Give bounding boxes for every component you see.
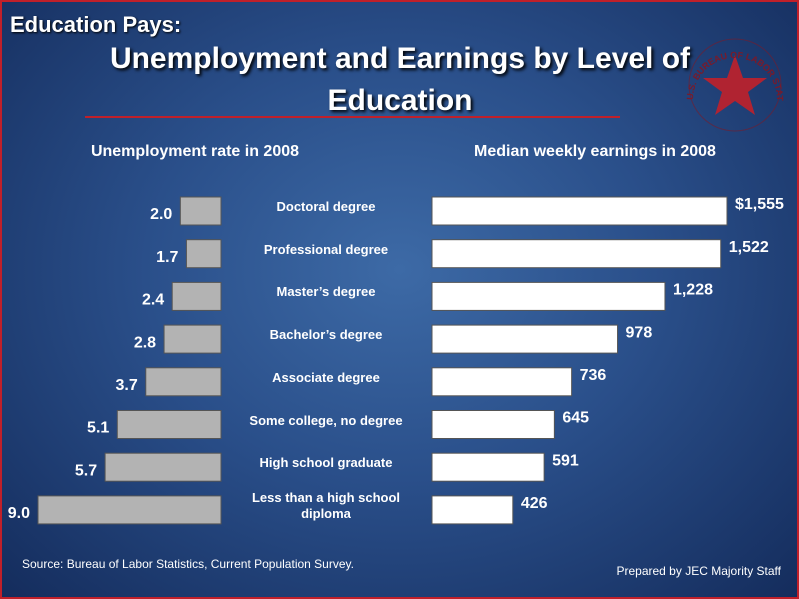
value-label: 1,522: [729, 239, 769, 256]
bar: [431, 452, 545, 482]
value-label: 645: [562, 410, 589, 427]
bar: [431, 495, 514, 525]
value-label: 3.7: [116, 377, 138, 394]
category-label: Doctoral degree: [276, 199, 376, 214]
category-label: Professional degree: [263, 241, 389, 257]
title: Unemployment and Earnings by Level of Ed…: [109, 42, 691, 117]
value-label: 2.4: [142, 292, 164, 309]
bar: [185, 239, 222, 269]
value-label: 736: [580, 367, 607, 384]
bar: [431, 324, 619, 354]
credit: Prepared by JEC Majority Staff: [616, 564, 781, 578]
bar: [431, 239, 722, 269]
category-label: Master’s degree: [276, 284, 376, 300]
value-label: 2.8: [134, 334, 156, 351]
value-label: 1,228: [673, 282, 713, 299]
kicker: Education Pays:: [10, 12, 182, 37]
source: Source: Bureau of Labor Statistics, Curr…: [22, 557, 354, 571]
bar: [179, 196, 222, 226]
bar: [171, 281, 222, 311]
value-label: 9.0: [8, 505, 30, 522]
bar: [431, 196, 728, 226]
value-label: 2.0: [150, 206, 172, 223]
value-label: 5.1: [87, 420, 109, 437]
value-label: 1.7: [156, 249, 178, 266]
value-label: 426: [521, 495, 548, 512]
value-label: 591: [552, 452, 579, 469]
value-label: 5.7: [75, 462, 97, 479]
chart-title: Unemployment rate in 2008: [90, 143, 300, 160]
bar: [145, 367, 222, 397]
bar: [37, 495, 222, 525]
value-label: $1,555: [735, 196, 784, 213]
bar: [104, 452, 222, 482]
bar: [431, 410, 555, 439]
category-label: Some college, no degree: [249, 412, 403, 428]
value-label: 978: [626, 324, 653, 341]
category-label: Associate degree: [272, 369, 380, 385]
category-label: Bachelor’s degree: [269, 327, 383, 343]
bar: [116, 410, 222, 439]
category-label: Less than a high school diploma: [251, 489, 401, 521]
chart-title: Median weekly earnings in 2008: [474, 143, 716, 160]
bar: [431, 367, 573, 397]
bar: [163, 324, 222, 354]
bar: [431, 281, 666, 311]
category-label: High school graduate: [259, 455, 393, 471]
